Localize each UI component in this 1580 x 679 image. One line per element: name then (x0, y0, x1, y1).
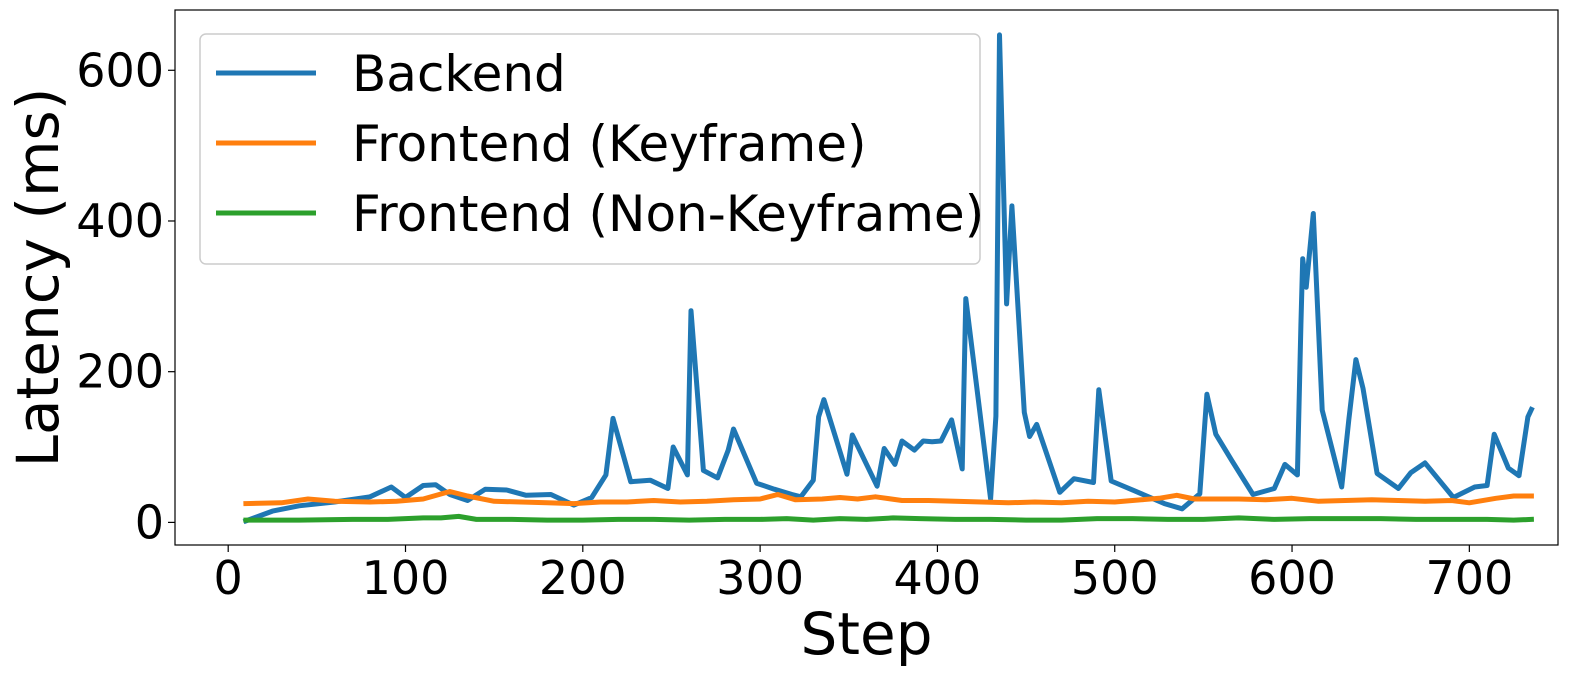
y-tick-label: 0 (135, 495, 164, 549)
x-tick-label: 700 (1425, 551, 1513, 605)
plot-lines (242, 32, 1535, 525)
y-tick-label: 600 (76, 43, 164, 97)
y-tick-label: 200 (76, 345, 164, 399)
x-axis-label: Step (800, 600, 932, 668)
y-axis-label: Latency (ms) (4, 88, 72, 468)
series-line-1 (243, 489, 1534, 507)
y-axis-ticks: 0 200 400 600 (76, 43, 175, 549)
x-tick-label: 200 (539, 551, 627, 605)
x-tick-label: 500 (1071, 551, 1159, 605)
legend: Backend Frontend (Keyframe) Frontend (Non-… (199, 33, 984, 265)
x-tick-label: 600 (1248, 551, 1336, 605)
y-tick-label: 400 (76, 194, 164, 248)
legend-label-0: Backend (352, 45, 566, 103)
series-line-2 (243, 513, 1534, 523)
plot-frame (174, 9, 1559, 546)
x-axis-ticks: 0 100 200 300 400 500 600 700 (214, 545, 1513, 605)
legend-label-2: Frontend (Non-Keyframe) (352, 185, 984, 243)
legend-label-1: Frontend (Keyframe) (352, 115, 866, 173)
x-tick-label: 0 (214, 551, 243, 605)
x-tick-label: 400 (894, 551, 982, 605)
x-tick-label: 300 (716, 551, 804, 605)
x-tick-label: 100 (362, 551, 450, 605)
legend-box (199, 33, 981, 265)
